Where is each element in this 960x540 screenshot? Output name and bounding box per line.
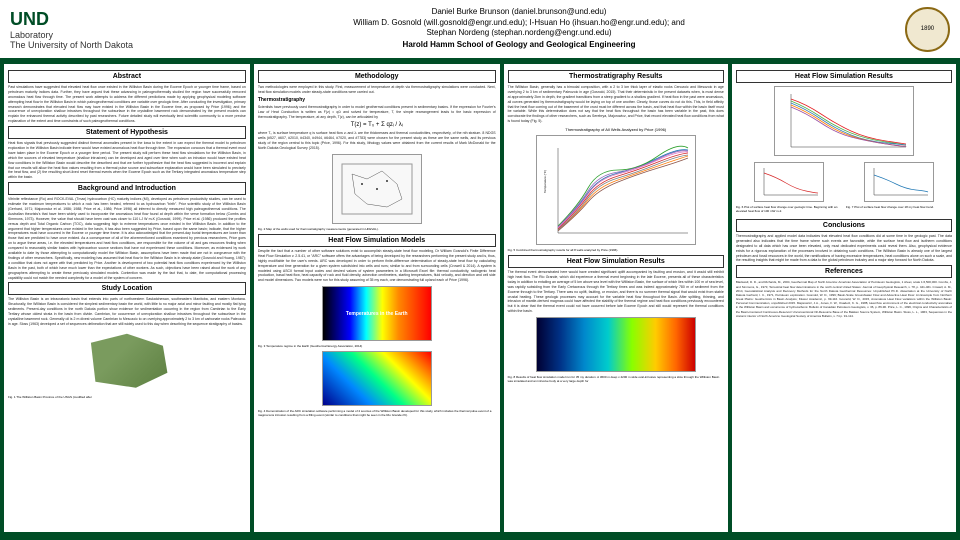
fig7-chart xyxy=(864,162,934,202)
hypothesis-title: Statement of Hypothesis xyxy=(8,126,246,139)
fig8-caption: Fig. 8 Results of heat flow simulation m… xyxy=(508,375,724,383)
formula: T(z) = T₀ + Σ qzᵢ / λᵢ xyxy=(258,122,496,128)
fig5-caption: Fig. 5 Combined thermostratigraphy resul… xyxy=(508,248,724,252)
column-1: Abstract Past simulations have suggested… xyxy=(4,64,250,532)
location-title: Study Location xyxy=(8,282,246,295)
svg-text:Temperature (°C): Temperature (°C) xyxy=(543,170,547,193)
background-text: Vitrinite reflectance (Ro) and ROCK-EVAL… xyxy=(8,197,246,280)
poster-content: Abstract Past simulations have suggested… xyxy=(0,60,960,536)
thermostrat-chart: Temperature (°C) xyxy=(536,135,696,245)
sim-results-title: Heat Flow Simulation Results xyxy=(508,255,724,268)
seal-icon: 1890 xyxy=(905,7,950,52)
methodology-title: Methodology xyxy=(258,70,496,83)
references-title: References xyxy=(736,265,952,278)
conclusions-title: Conclusions xyxy=(736,219,952,232)
column-3: Thermostratigraphy Results The Williston… xyxy=(504,64,728,532)
references-text: Blackwell, D. D., and Richards, M., 2004… xyxy=(736,280,952,318)
study-map-figure xyxy=(82,331,172,391)
column-2: Methodology Two methodologies were emplo… xyxy=(254,64,500,532)
methodology-intro: Two methodologies were employed in this … xyxy=(258,85,496,95)
abstract-text: Past simulations have suggested that ele… xyxy=(8,85,246,124)
fig6-chart xyxy=(754,162,824,202)
fig2-caption: Fig. 2 Map of the wells used for thermos… xyxy=(258,227,496,231)
where-text: where T₀ is surface temperature q is sur… xyxy=(258,131,496,151)
heatflow-3d-result xyxy=(536,317,696,372)
und-logo-text: UND xyxy=(10,9,133,30)
sim-results-text: The thermal event demonstrated here woul… xyxy=(508,270,724,314)
author-2: William D. Gosnold (will.gosnold@engr.un… xyxy=(353,18,685,28)
author-3: Stephan Nordeng (stephan.nordeng@engr.un… xyxy=(353,28,685,38)
author-1: Daniel Burke Brunson (daniel.brunson@und… xyxy=(353,7,685,17)
heatflow-models-title: Heat Flow Simulation Models xyxy=(258,234,496,247)
logo-sub1: Laboratory xyxy=(10,30,133,40)
abstract-title: Abstract xyxy=(8,70,246,83)
logo-sub2: The University of North Dakota xyxy=(10,40,133,50)
heatflow-results-title: Heat Flow Simulation Results xyxy=(736,70,952,83)
temperature-3d-figure: Temperatures in the Earth xyxy=(322,286,432,341)
thermo-text: Scientists have previously used thermost… xyxy=(258,105,496,120)
fig3-caption: Fig. 3 Temperature regime in the Earth (… xyxy=(258,344,496,348)
thermo-results-text: The Williston Basin, generally has a bim… xyxy=(508,85,724,124)
fig6-caption: Fig. 6 Plot of surface heat flow change … xyxy=(736,205,842,213)
conclusions-text: Thermostratigraphy and applied model dat… xyxy=(736,234,952,263)
arc-sim-figure xyxy=(322,351,432,406)
fig1-caption: Fig. 1 The Williston Basin Province of t… xyxy=(8,395,246,399)
heatflow-text: Despite the fact that a number of other … xyxy=(258,249,496,283)
school-name: Harold Hamm School of Geology and Geolog… xyxy=(353,40,685,50)
poster-header: UND Laboratory The University of North D… xyxy=(0,0,960,60)
background-title: Background and Introduction xyxy=(8,182,246,195)
thermo-results-title: Thermostratigraphy Results xyxy=(508,70,724,83)
authors-block: Daniel Burke Brunson (daniel.brunson@und… xyxy=(353,7,685,51)
well-map-figure xyxy=(332,154,422,224)
fig4-caption: Fig. 4 Demonstration of the ARC simulati… xyxy=(258,409,496,417)
hypothesis-text: Heat flow signals that previously sugges… xyxy=(8,141,246,180)
thermo-sub: Thermostratigraphy xyxy=(258,97,496,103)
fig7-caption: Fig. 7 Plot of surface heat flow change … xyxy=(846,205,952,209)
und-logo-block: UND Laboratory The University of North D… xyxy=(10,9,133,50)
heatflow-curves-chart xyxy=(774,86,914,156)
location-text: The Williston Basin is an intracratonic … xyxy=(8,297,246,326)
column-4: Heat Flow Simulation Results Fig. 6 Plot… xyxy=(732,64,956,532)
chart-title: Thermostratigraphy of All Wells Analyzed… xyxy=(508,127,724,132)
